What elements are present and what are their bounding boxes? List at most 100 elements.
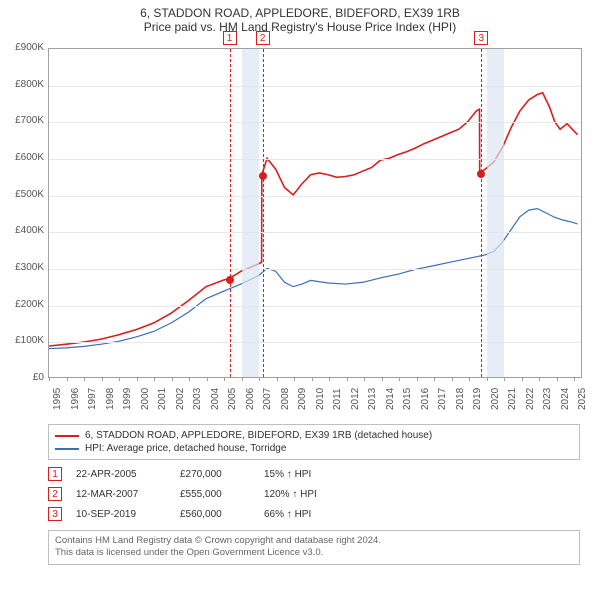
x-tick: [172, 377, 173, 381]
legend-row: HPI: Average price, detached house, Torr…: [55, 442, 573, 455]
x-axis-label: 2020: [490, 388, 501, 410]
x-tick: [347, 377, 348, 381]
event-marker-box: 3: [474, 31, 488, 45]
event-date: 10-SEP-2019: [76, 509, 166, 520]
x-tick: [522, 377, 523, 381]
x-tick: [382, 377, 383, 381]
x-tick: [259, 377, 260, 381]
legend-row: 6, STADDON ROAD, APPLEDORE, BIDEFORD, EX…: [55, 429, 573, 442]
x-tick: [312, 377, 313, 381]
event-marker-box: 2: [256, 31, 270, 45]
event-vline: [230, 49, 231, 377]
x-tick: [329, 377, 330, 381]
x-tick: [539, 377, 540, 381]
x-axis-label: 2019: [472, 388, 483, 410]
x-tick: [84, 377, 85, 381]
x-tick: [417, 377, 418, 381]
event-row: 122-APR-2005£270,00015% ↑ HPI: [48, 464, 580, 484]
chart-subtitle: Price paid vs. HM Land Registry's House …: [0, 20, 600, 38]
event-date: 12-MAR-2007: [76, 489, 166, 500]
x-axis-label: 2021: [507, 388, 518, 410]
x-axis-label: 2007: [262, 388, 273, 410]
x-axis-label: 1997: [87, 388, 98, 410]
y-axis-label: £0: [0, 372, 44, 383]
x-axis-label: 1995: [52, 388, 63, 410]
event-marker-box: 1: [223, 31, 237, 45]
legend-label: 6, STADDON ROAD, APPLEDORE, BIDEFORD, EX…: [85, 430, 432, 441]
x-axis-label: 2024: [560, 388, 571, 410]
x-axis-label: 2023: [542, 388, 553, 410]
footer: Contains HM Land Registry data © Crown c…: [48, 530, 580, 565]
event-vline: [481, 49, 482, 377]
x-axis-label: 2025: [577, 388, 588, 410]
x-axis-label: 2001: [157, 388, 168, 410]
x-axis-label: 2012: [350, 388, 361, 410]
y-axis-label: £600K: [0, 152, 44, 163]
x-tick: [557, 377, 558, 381]
x-axis-label: 1999: [122, 388, 133, 410]
x-axis-label: 2000: [140, 388, 151, 410]
y-axis-label: £500K: [0, 189, 44, 200]
x-tick: [434, 377, 435, 381]
x-tick: [49, 377, 50, 381]
event-price: £555,000: [180, 489, 250, 500]
x-tick: [137, 377, 138, 381]
x-tick: [189, 377, 190, 381]
event-marker-dot: [259, 172, 267, 180]
event-hpi: 15% ↑ HPI: [264, 469, 354, 480]
x-tick: [242, 377, 243, 381]
x-axis-label: 2015: [402, 388, 413, 410]
event-marker-dot: [226, 276, 234, 284]
x-axis-label: 2018: [455, 388, 466, 410]
x-tick: [154, 377, 155, 381]
x-axis-label: 2014: [385, 388, 396, 410]
event-date: 22-APR-2005: [76, 469, 166, 480]
event-price: £270,000: [180, 469, 250, 480]
event-row: 3 10-SEP-2019 £560,000 66% ↑ HPI: [48, 504, 580, 524]
x-axis-label: 1996: [70, 388, 81, 410]
y-axis-label: £700K: [0, 115, 44, 126]
legend: 6, STADDON ROAD, APPLEDORE, BIDEFORD, EX…: [48, 424, 580, 460]
shaded-band: [487, 49, 505, 377]
event-hpi: 66% ↑ HPI: [264, 509, 354, 520]
shaded-band: [242, 49, 260, 377]
x-axis-label: 2006: [245, 388, 256, 410]
x-tick: [487, 377, 488, 381]
x-axis-label: 2017: [437, 388, 448, 410]
y-axis-label: £100K: [0, 335, 44, 346]
legend-label: HPI: Average price, detached house, Torr…: [85, 443, 286, 454]
x-tick: [224, 377, 225, 381]
event-table: 122-APR-2005£270,00015% ↑ HPI212-MAR-200…: [48, 464, 580, 524]
event-number-box: 3: [48, 507, 62, 521]
x-tick: [67, 377, 68, 381]
y-axis-label: £300K: [0, 262, 44, 273]
x-tick: [574, 377, 575, 381]
chart-area: 123 £0£100K£200K£300K£400K£500K£600K£700…: [0, 38, 600, 418]
x-tick: [504, 377, 505, 381]
x-axis-label: 2016: [420, 388, 431, 410]
x-axis-label: 2011: [332, 388, 343, 410]
x-axis-label: 2008: [280, 388, 291, 410]
y-axis-label: £400K: [0, 225, 44, 236]
x-axis-label: 2009: [297, 388, 308, 410]
x-tick: [399, 377, 400, 381]
event-hpi: 120% ↑ HPI: [264, 489, 354, 500]
x-tick: [119, 377, 120, 381]
x-tick: [469, 377, 470, 381]
x-axis-label: 1998: [105, 388, 116, 410]
event-number-box: 2: [48, 487, 62, 501]
x-axis-label: 2005: [227, 388, 238, 410]
event-vline: [263, 49, 264, 377]
x-axis-label: 2022: [525, 388, 536, 410]
event-price: £560,000: [180, 509, 250, 520]
x-axis-label: 2002: [175, 388, 186, 410]
x-tick: [277, 377, 278, 381]
x-axis-label: 2004: [210, 388, 221, 410]
y-axis-label: £900K: [0, 42, 44, 53]
event-row: 2 12-MAR-2007 £555,000 120% ↑ HPI: [48, 484, 580, 504]
x-tick: [102, 377, 103, 381]
footer-line: This data is licensed under the Open Gov…: [55, 547, 573, 559]
footer-line: Contains HM Land Registry data © Crown c…: [55, 535, 573, 547]
legend-swatch: [55, 435, 79, 437]
x-tick: [452, 377, 453, 381]
